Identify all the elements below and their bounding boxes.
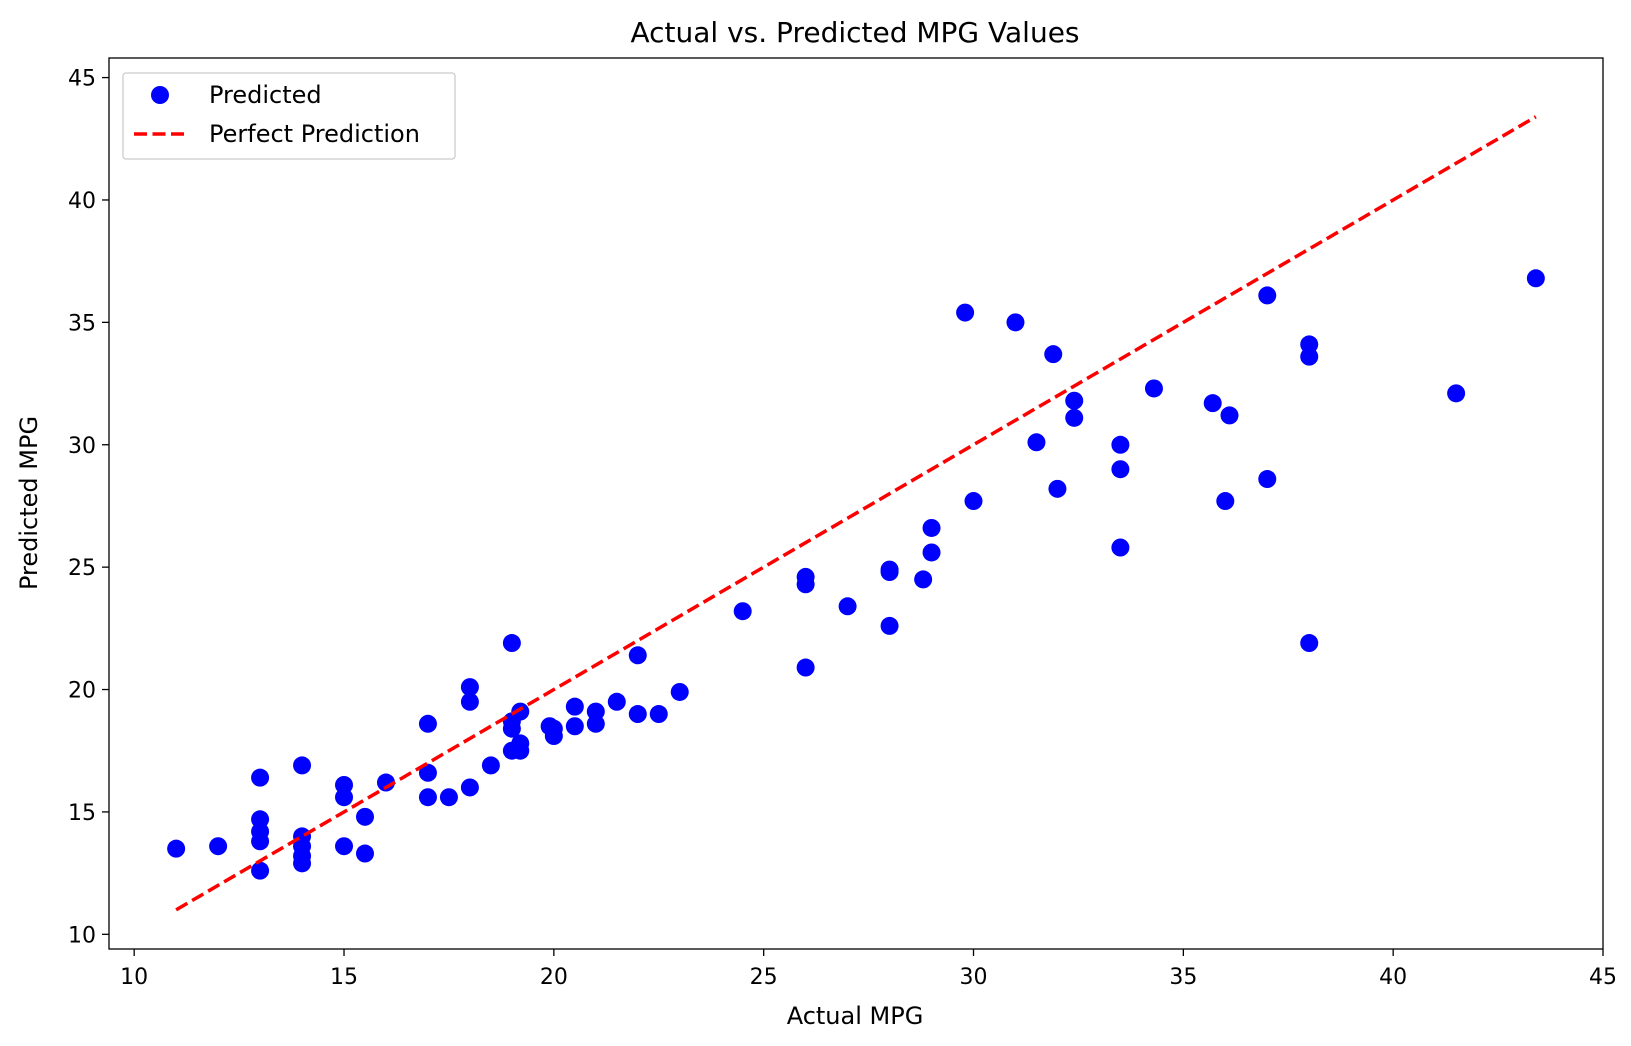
y-tick-label: 40 <box>68 189 96 214</box>
data-point <box>481 756 500 775</box>
data-point <box>418 788 437 807</box>
data-point <box>460 778 479 797</box>
y-axis-label: Predicted MPG <box>15 416 43 590</box>
data-point <box>1203 394 1222 413</box>
x-axis: 10 15 20 25 30 35 40 45 <box>120 949 1617 990</box>
x-tick-label: 20 <box>540 965 568 990</box>
data-point <box>1258 470 1277 489</box>
data-point <box>1258 286 1277 305</box>
data-point <box>418 763 437 782</box>
data-point <box>355 844 374 863</box>
data-point <box>1065 391 1084 410</box>
y-tick-label: 25 <box>68 556 96 581</box>
data-point <box>167 839 186 858</box>
data-point <box>880 616 899 635</box>
plot-frame <box>108 57 1604 950</box>
x-tick-label: 40 <box>1379 965 1407 990</box>
data-point <box>733 602 752 621</box>
data-point <box>251 861 270 880</box>
data-point <box>1526 269 1545 288</box>
data-point <box>1048 479 1067 498</box>
data-point <box>335 837 354 856</box>
data-point <box>1220 406 1239 425</box>
legend-frame <box>122 72 456 160</box>
legend-label-perfect-prediction: Perfect Prediction <box>209 120 420 148</box>
data-point <box>586 714 605 733</box>
data-point <box>796 658 815 677</box>
data-point <box>796 575 815 594</box>
data-point <box>293 854 312 873</box>
y-axis: 10 15 20 25 30 35 40 45 <box>68 67 109 948</box>
perfect-prediction-line <box>175 115 1537 912</box>
data-point <box>628 646 647 665</box>
y-tick-label: 20 <box>68 679 96 704</box>
data-point <box>914 570 933 589</box>
data-point <box>502 634 521 653</box>
y-tick-label: 45 <box>68 67 96 92</box>
data-point <box>209 837 228 856</box>
data-point <box>544 727 563 746</box>
data-point <box>964 492 983 511</box>
x-tick-label: 15 <box>330 965 358 990</box>
x-axis-label: Actual MPG <box>787 1002 924 1030</box>
y-tick-label: 35 <box>68 311 96 336</box>
data-point <box>460 678 479 697</box>
data-point <box>922 543 941 562</box>
chart-title: Actual vs. Predicted MPG Values <box>630 16 1079 49</box>
data-point <box>251 768 270 787</box>
data-point <box>1006 313 1025 332</box>
x-tick-label: 25 <box>750 965 778 990</box>
data-point <box>607 692 626 711</box>
data-point <box>880 563 899 582</box>
y-tick-label: 15 <box>68 801 96 826</box>
data-point <box>1300 347 1319 366</box>
data-point <box>1144 379 1163 398</box>
data-point <box>1111 538 1130 557</box>
data-point <box>376 773 395 792</box>
data-point <box>838 597 857 616</box>
data-point <box>502 719 521 738</box>
x-tick-label: 35 <box>1169 965 1197 990</box>
data-point <box>922 518 941 537</box>
data-point <box>335 788 354 807</box>
data-point <box>439 788 458 807</box>
data-point <box>628 705 647 724</box>
data-point <box>670 682 689 701</box>
data-point <box>355 807 374 826</box>
data-point <box>1111 435 1130 454</box>
legend: Predicted Perfect Prediction <box>122 72 456 160</box>
data-point <box>1027 433 1046 452</box>
legend-marker-predicted <box>151 86 169 104</box>
data-point <box>1300 634 1319 653</box>
data-point <box>251 832 270 851</box>
data-point <box>1447 384 1466 403</box>
data-point <box>956 303 975 322</box>
data-point <box>418 714 437 733</box>
y-tick-label: 10 <box>68 923 96 948</box>
x-tick-label: 10 <box>120 965 148 990</box>
data-point <box>511 702 530 721</box>
legend-label-predicted: Predicted <box>209 81 322 109</box>
data-point <box>649 705 668 724</box>
plot-area <box>108 57 1604 950</box>
data-point <box>565 717 584 736</box>
x-tick-label: 30 <box>960 965 988 990</box>
data-point <box>293 756 312 775</box>
series-layer <box>167 115 1545 912</box>
data-point <box>1216 492 1235 511</box>
x-tick-label: 45 <box>1589 965 1617 990</box>
data-point <box>460 692 479 711</box>
y-tick-label: 30 <box>68 434 96 459</box>
data-point <box>1065 408 1084 427</box>
data-point <box>565 697 584 716</box>
data-point <box>1111 460 1130 479</box>
data-point <box>511 741 530 760</box>
data-point <box>1044 345 1063 364</box>
